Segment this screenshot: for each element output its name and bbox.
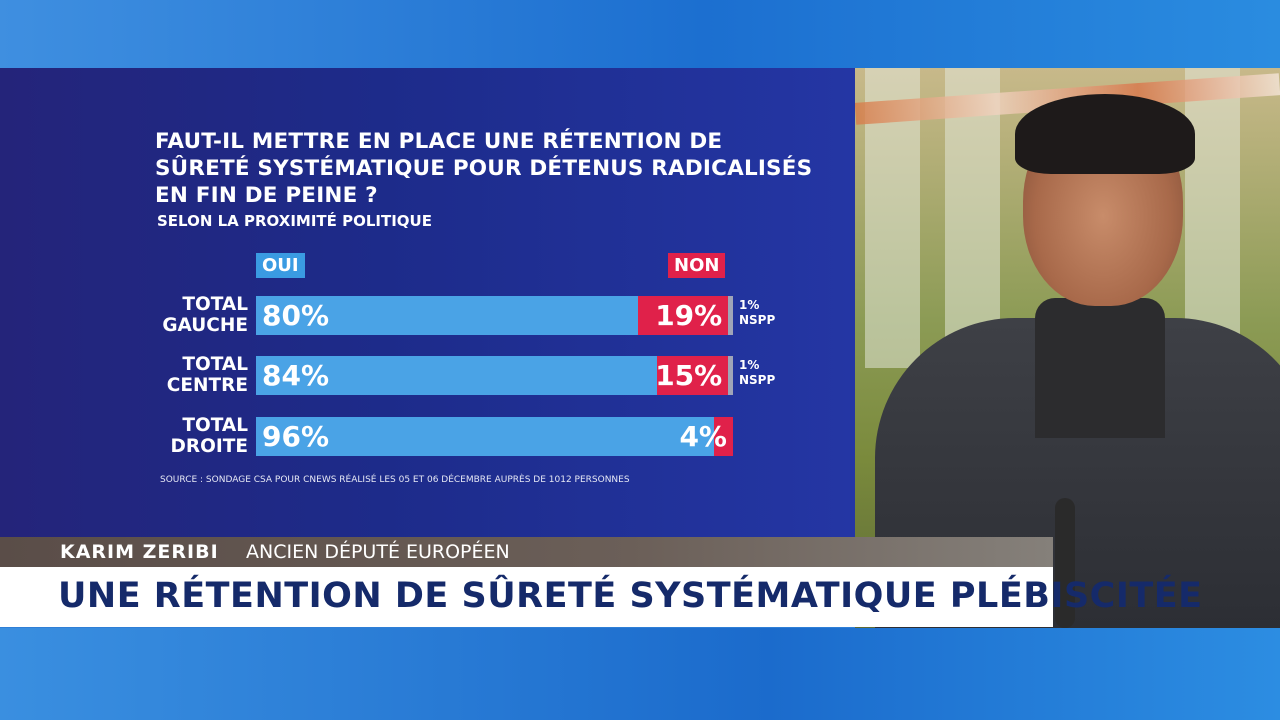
bar-oui [256,417,714,456]
bottom-background [0,628,1280,720]
nspp-label: 1% NSPP [739,358,776,387]
nspp-label: 1% NSPP [739,298,776,327]
background-pillar [1185,68,1240,368]
bar-nspp [728,296,733,335]
headline-banner [0,567,1053,627]
background-pillar [945,68,1000,368]
guest-hair [1015,94,1195,174]
bar-oui-label: 80% [262,299,330,332]
bar-non-label: 4% [679,420,727,453]
bar-oui [256,356,657,395]
legend-oui: OUI [256,253,305,278]
top-background [0,0,1280,68]
bar-non-label: 19% [655,299,723,332]
guest-role: ANCIEN DÉPUTÉ EUROPÉEN [246,541,510,563]
bar-oui-label: 84% [262,359,330,392]
bar-oui-label: 96% [262,420,330,453]
chart-title: FAUT-IL METTRE EN PLACE UNE RÉTENTION DE… [155,129,813,208]
bar-non [713,417,733,456]
bar-non-label: 15% [655,359,723,392]
row-label: TOTAL CENTRE [166,354,248,396]
guest-turtleneck [1035,298,1165,438]
bar-non [656,356,729,395]
bar-nspp [728,356,733,395]
guest-name: KARIM ZERIBI [60,541,219,563]
headline-text: UNE RÉTENTION DE SÛRETÉ SYSTÉMATIQUE PLÉ… [58,576,1203,616]
row-label: TOTAL DROITE [170,415,248,457]
bar-oui [256,296,638,335]
row-label: TOTAL GAUCHE [162,294,248,336]
chart-source: SOURCE : SONDAGE CSA POUR CNEWS RÉALISÉ … [160,475,630,485]
guest-video-feed [855,68,1280,628]
bar-non [637,296,729,335]
name-band [0,537,1053,567]
chart-subtitle: SELON LA PROXIMITÉ POLITIQUE [157,212,432,230]
microphone [1055,498,1075,628]
legend-non: NON [668,253,726,278]
